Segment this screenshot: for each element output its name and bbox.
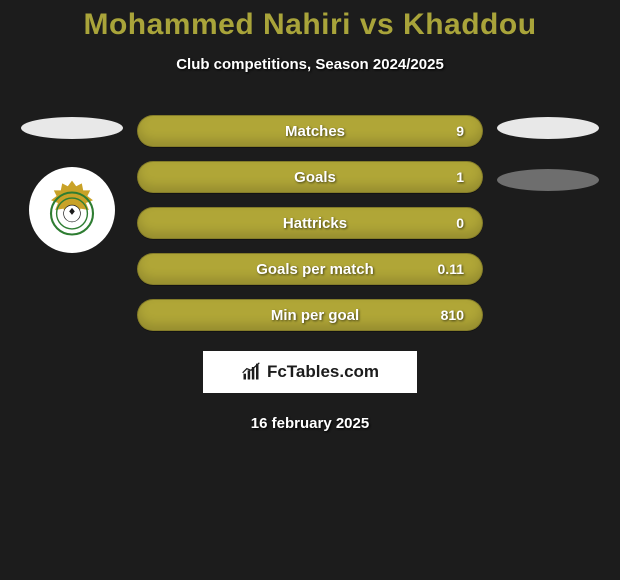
brand-box[interactable]: FcTables.com <box>203 351 417 393</box>
stat-bar: Goals1 <box>137 161 483 193</box>
main-row: Matches9Goals1Hattricks0Goals per match0… <box>0 115 620 331</box>
stat-label: Hattricks <box>162 215 428 232</box>
stat-bar: Matches9 <box>137 115 483 147</box>
stat-value: 810 <box>428 307 464 323</box>
infographic-container: Mohammed Nahiri vs Khaddou Club competit… <box>0 0 620 432</box>
club-badge <box>29 167 115 253</box>
footer-date: 16 february 2025 <box>0 415 620 432</box>
right-player-ellipse <box>497 117 599 139</box>
page-title: Mohammed Nahiri vs Khaddou <box>0 8 620 42</box>
stat-value: 1 <box>428 169 464 185</box>
stat-value: 0.11 <box>428 261 464 277</box>
left-player-ellipse <box>21 117 123 139</box>
stats-column: Matches9Goals1Hattricks0Goals per match0… <box>137 115 483 331</box>
right-secondary-ellipse <box>497 169 599 191</box>
stat-label: Min per goal <box>162 307 428 324</box>
stat-value: 9 <box>428 123 464 139</box>
brand-text: FcTables.com <box>267 362 379 382</box>
right-column <box>493 115 603 191</box>
club-badge-icon <box>37 175 107 245</box>
stat-bar: Goals per match0.11 <box>137 253 483 285</box>
page-subtitle: Club competitions, Season 2024/2025 <box>0 56 620 73</box>
stat-label: Matches <box>162 123 428 140</box>
left-column <box>17 115 127 253</box>
stat-value: 0 <box>428 215 464 231</box>
stat-bar: Min per goal810 <box>137 299 483 331</box>
chart-icon <box>241 362 261 382</box>
stat-label: Goals <box>162 169 428 186</box>
stat-label: Goals per match <box>162 261 428 278</box>
stat-bar: Hattricks0 <box>137 207 483 239</box>
